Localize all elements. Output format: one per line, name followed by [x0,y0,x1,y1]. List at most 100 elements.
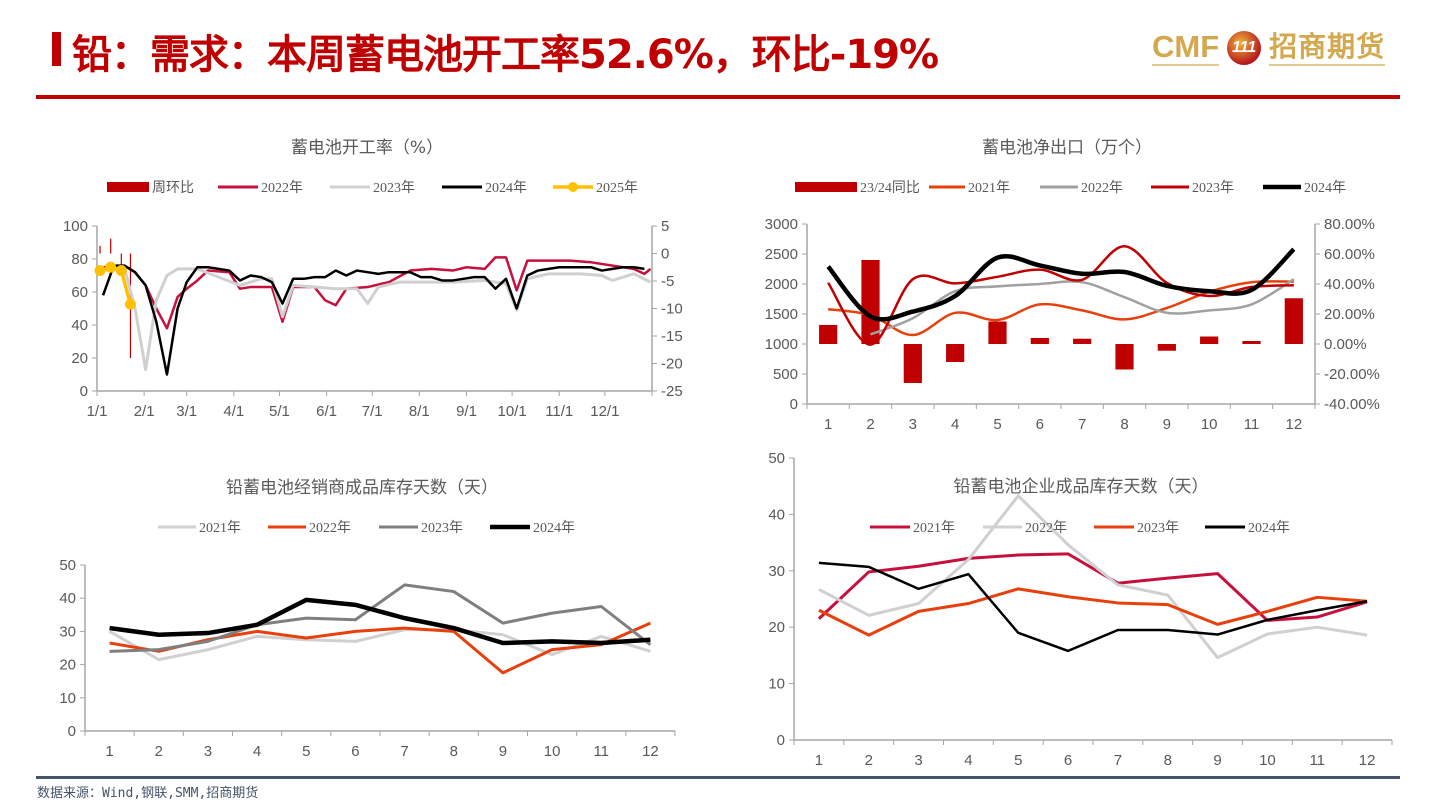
chart1-y-tick-label: 60 [71,284,88,301]
chart4-y-tick-label: 50 [768,450,785,467]
chart4-y-tick-label: 40 [768,506,785,523]
chart3-y-tick-label: 0 [68,723,76,740]
chart3-y-tick-label: 10 [59,690,76,707]
chart1-series-line [102,265,652,372]
chart1-x-tick-label: 4/1 [223,403,244,420]
chart4-x-tick-label: 7 [1114,752,1122,769]
chart2-y-tick-label: 500 [773,366,798,383]
chart3-legend-label: 2022年 [309,520,351,536]
chart1-y2-tick-label: -20 [661,356,683,373]
chart2-bar [1030,338,1049,344]
chart2-legend-label: 2023年 [1192,180,1234,196]
chart3-x-tick-label: 3 [204,743,212,760]
chart3-series-line [108,628,651,662]
chart4-x-tick-label: 6 [1064,752,1072,769]
chart4-y-tick-label: 0 [777,732,785,749]
chart2-bar [988,321,1007,344]
chart2-y-tick-label: 2500 [765,246,798,263]
chart4-series-line [818,587,1368,637]
chart3-x-tick-label: 1 [105,743,113,760]
chart3-x-tick-label: 12 [642,743,659,760]
chart2-series-line [827,244,1294,346]
chart2-x-tick-label: 2 [866,416,874,433]
chart1-legend-marker [568,182,578,192]
chart4-series-line [817,552,1368,622]
chart2-x-tick-label: 5 [993,416,1001,433]
chart2-legend-label: 2021年 [968,180,1010,196]
chart3-x-tick-label: 4 [253,743,261,760]
chart4-x-tick-label: 11 [1309,752,1325,769]
chart1-title: 蓄电池开工率（%） [290,138,444,158]
chart1-legend-label: 2023年 [373,180,415,196]
chart2-y2-tick-label: 60.00% [1324,246,1375,263]
chart1-x-tick-label: 12/1 [590,403,619,420]
chart1-y2-tick-label: -5 [661,273,674,290]
chart1-y2-tick-label: 5 [661,218,669,235]
chart4-series-line [818,494,1368,660]
chart4-series-line [818,561,1368,653]
chart1-series-marker [124,298,136,310]
chart2-x-tick-label: 8 [1120,416,1128,433]
chart4-x-tick-label: 4 [964,752,972,769]
chart1-x-tick-label: 3/1 [176,403,197,420]
chart1-series-marker [94,265,106,277]
chart3-y-tick-label: 50 [59,557,76,574]
chart2-x-tick-label: 6 [1036,416,1044,433]
chart1-series-marker [115,265,127,277]
chart2-x-tick-label: 10 [1201,416,1218,433]
chart2-bar [903,344,922,383]
chart2-legend-label: 23/24同比 [860,180,920,196]
chart4-legend-label: 2023年 [1137,520,1179,536]
chart1-y2-tick-label: -25 [661,383,683,400]
chart3-x-tick-label: 11 [593,743,609,760]
chart3-x-tick-label: 6 [351,743,359,760]
chart2-bar [1073,338,1092,344]
chart2-bar [1115,344,1134,370]
chart1-y-tick-label: 0 [80,383,88,400]
chart3-y-tick-label: 40 [59,590,76,607]
chart3-x-tick-label: 8 [450,743,458,760]
chart1-legend-label: 周环比 [152,180,194,196]
chart1-y2-tick-label: -15 [661,328,683,345]
chart1-x-tick-label: 2/1 [134,403,155,420]
chart4-x-tick-label: 12 [1359,752,1376,769]
chart4-y-tick-label: 10 [768,676,785,693]
chart1-y-tick-label: 20 [71,350,88,367]
chart2-x-tick-label: 12 [1285,416,1302,433]
chart3-title: 铅蓄电池经销商成品库存天数（天） [226,478,498,498]
chart3-x-tick-label: 10 [544,743,561,760]
chart3-series-line [109,597,651,646]
chart2-y-tick-label: 1000 [765,336,798,353]
chart2-y2-tick-label: -20.00% [1324,366,1380,383]
footer-divider [36,776,1400,779]
chart4-x-tick-label: 3 [914,752,922,769]
chart4-x-tick-label: 9 [1213,752,1221,769]
chart3-legend-label: 2021年 [199,520,241,536]
chart2-series-line [870,278,1295,336]
chart1-y-tick-label: 80 [71,251,88,268]
chart1-series-line [101,264,645,376]
chart3-y-tick-label: 30 [59,623,76,640]
chart2-bar [1284,298,1303,344]
chart3-y-tick-label: 20 [59,657,76,674]
page-title: 铅：需求：本周蓄电池开工率52.6%，环比-19% [72,32,939,78]
chart1-x-tick-label: 1/1 [87,403,108,420]
chart2-legend-label: 2024年 [1304,180,1346,196]
chart1-y2-tick-label: 0 [661,246,669,263]
chart2-x-tick-label: 4 [951,416,959,433]
chart4-legend-label: 2021年 [913,520,955,536]
chart2-title: 蓄电池净出口（万个） [982,138,1152,158]
chart1-x-tick-label: 10/1 [498,403,527,420]
chart2-x-tick-label: 7 [1078,416,1086,433]
chart3-x-tick-label: 9 [499,743,507,760]
chart4-y-tick-label: 20 [768,619,785,636]
chart1-x-tick-label: 11/1 [545,403,573,420]
chart2-y2-tick-label: 40.00% [1324,276,1375,293]
chart1-x-tick-label: 5/1 [269,403,290,420]
title-accent-bar [52,32,61,66]
chart3-series-line [109,621,652,675]
chart1-y-tick-label: 40 [71,317,88,334]
data-source: 数据来源：Wind,钢联,SMM,招商期货 [37,786,259,801]
chart2-x-tick-label: 1 [824,416,832,433]
chart2-legend-bar-swatch [795,182,857,192]
